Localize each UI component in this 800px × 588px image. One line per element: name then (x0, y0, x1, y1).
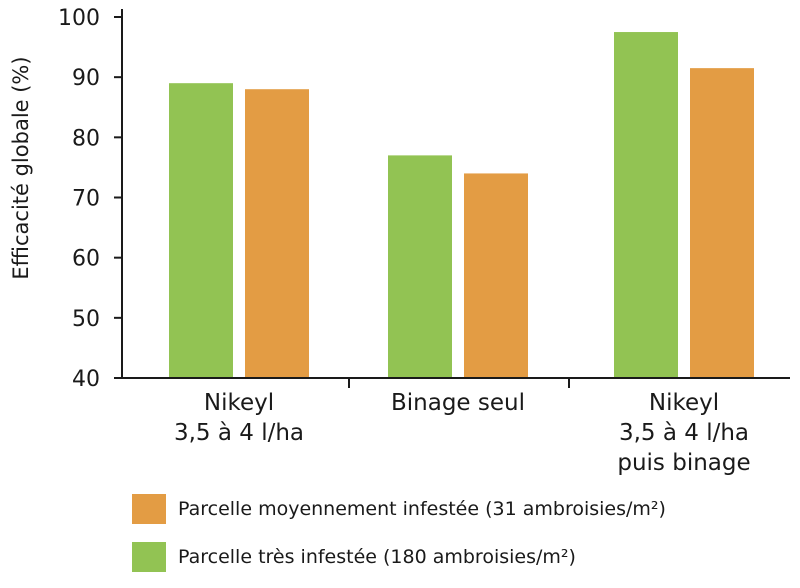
bar-moderate-1 (464, 173, 528, 378)
bar-high-1 (388, 155, 452, 378)
legend: Parcelle moyennement infestée (31 ambroi… (132, 492, 666, 588)
legend-swatch-moderate (132, 494, 166, 524)
y-axis: 40 50 60 70 80 90 100 (58, 6, 123, 392)
y-axis-title: Efficacité globale (%) (9, 56, 33, 279)
legend-label-moderate: Parcelle moyennement infestée (31 ambroi… (178, 498, 666, 520)
legend-item-moderate: Parcelle moyennement infestée (31 ambroi… (132, 492, 666, 526)
bar-high-0 (169, 83, 233, 378)
y-tick-label: 100 (58, 6, 100, 31)
legend-label-high: Parcelle très infestée (180 ambroisies/m… (178, 546, 576, 568)
bar-high-2 (614, 32, 678, 379)
y-tick-label: 50 (72, 307, 100, 332)
x-category-label: Nikeyl 3,5 à 4 l/ha puis binage (617, 390, 750, 476)
y-tick-label: 40 (72, 367, 100, 392)
bar-moderate-2 (690, 68, 754, 379)
x-category-label: Binage seul (391, 390, 525, 416)
y-tick-label: 90 (72, 66, 100, 91)
legend-item-high: Parcelle très infestée (180 ambroisies/m… (132, 540, 666, 574)
x-axis: Nikeyl 3,5 à 4 l/ha Binage seul Nikeyl 3,5 à… (122, 377, 790, 476)
bars (169, 32, 754, 379)
y-tick-label: 60 (72, 247, 100, 272)
legend-swatch-high (132, 542, 166, 572)
bar-chart: 40 50 60 70 80 90 100 Nikeyl 3,5 à 4 l/ha Binage… (9, 6, 790, 476)
y-tick-label: 70 (72, 187, 100, 212)
x-category-label: Nikeyl 3,5 à 4 l/ha (174, 390, 304, 446)
y-tick-label: 80 (72, 126, 100, 151)
bar-moderate-0 (245, 89, 309, 378)
